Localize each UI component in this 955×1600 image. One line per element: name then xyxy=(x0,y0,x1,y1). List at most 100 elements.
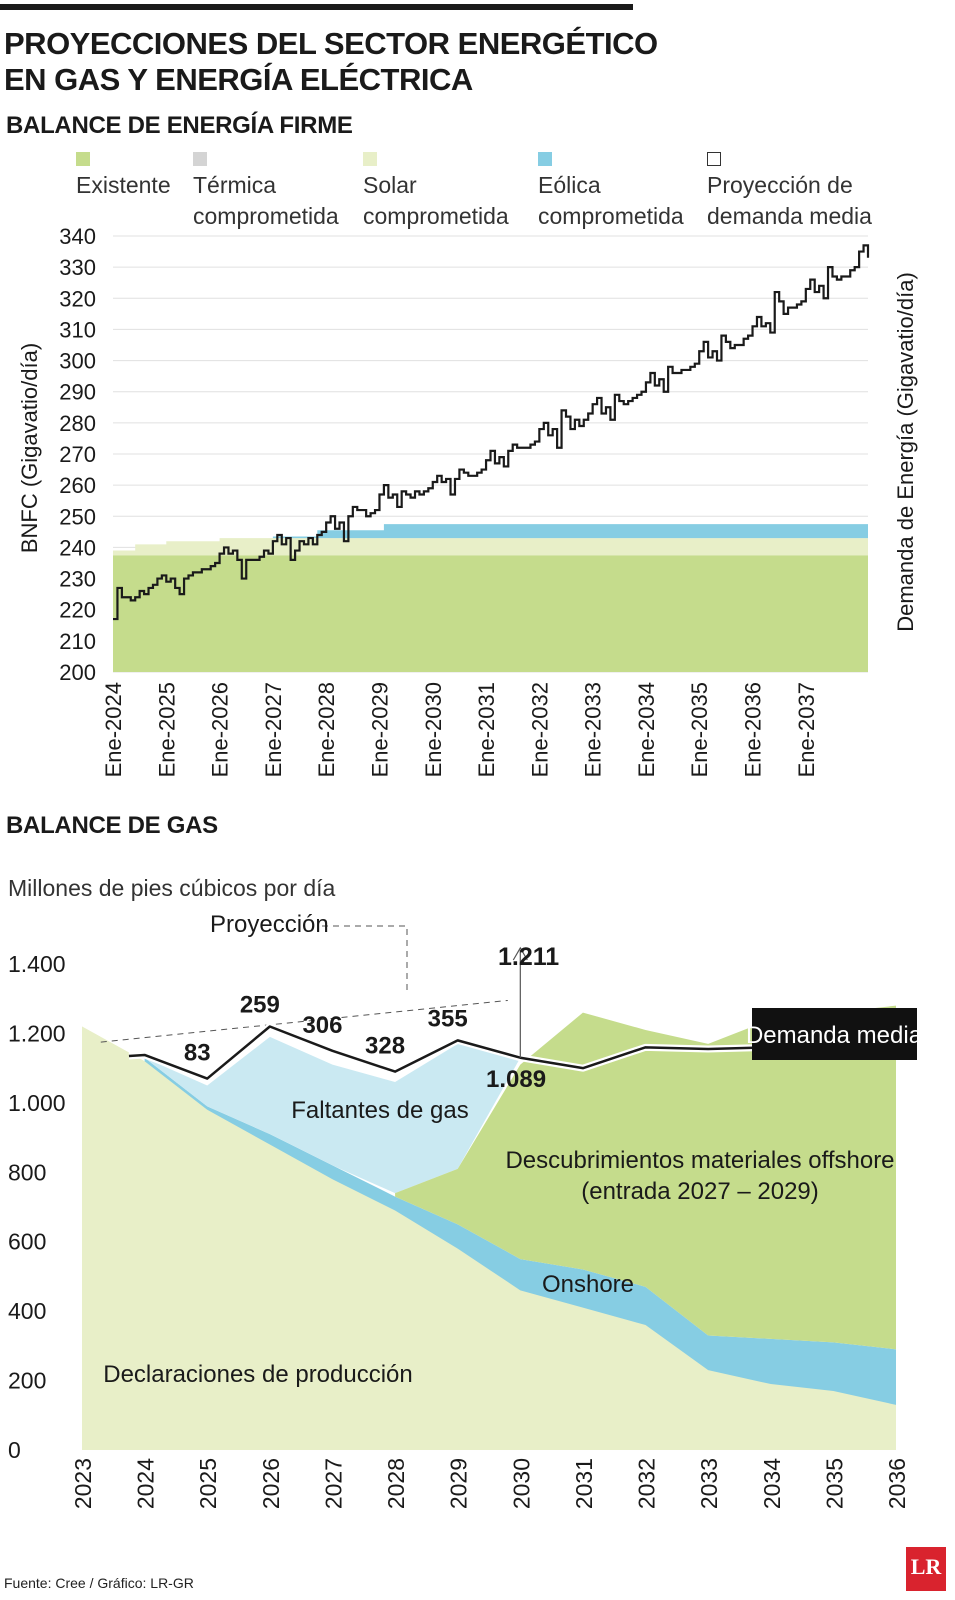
demand-projection-line xyxy=(113,244,870,621)
offshore-label-line-2: (entrada 2027 – 2029) xyxy=(581,1178,819,1205)
energy-x-tick-label: Ene-2029 xyxy=(367,682,392,777)
energy-y-tick-label: 320 xyxy=(59,286,96,311)
gas-x-tick-label: 2025 xyxy=(195,1458,221,1509)
area-eolica xyxy=(113,524,868,551)
legend-swatch-demanda xyxy=(707,152,721,166)
energy-y-tick-label: 220 xyxy=(59,598,96,623)
bottom-value-label: 1.089 xyxy=(486,1066,546,1093)
source-footer: Fuente: Cree / Gráfico: LR-GR xyxy=(4,1575,194,1591)
area-offshore xyxy=(395,1005,896,1350)
energy-y-axis-label: BNFC (Gigavatio/día) xyxy=(17,343,42,553)
legend-swatch-existente xyxy=(76,152,90,166)
energy-y-axis-label-right: Demanda de Energía (Gigavatio/día) xyxy=(893,272,918,632)
demand-media-line xyxy=(128,1025,834,1080)
gas-x-tick-label: 2028 xyxy=(383,1458,409,1509)
gas-x-tick-label: 2027 xyxy=(320,1458,346,1509)
energy-x-tick-label: Ene-2025 xyxy=(154,682,179,777)
energy-y-tick-label: 280 xyxy=(59,411,96,436)
faltantes-label: Faltantes de gas xyxy=(291,1097,468,1124)
projection-dashed-line xyxy=(100,999,508,1043)
energy-y-tick-label: 240 xyxy=(59,535,96,560)
energy-y-tick-label: 330 xyxy=(59,255,96,280)
energy-chart: BNFC (Gigavatio/día) Demanda de Energía … xyxy=(17,224,918,777)
page-title-line-1: PROYECCIONES DEL SECTOR ENERGÉTICO xyxy=(4,26,658,61)
energy-x-tick-label: Ene-2030 xyxy=(421,682,446,777)
area-faltantes xyxy=(144,1036,521,1194)
gas-y-tick-label: 0 xyxy=(8,1437,21,1463)
gas-x-tick-label: 2029 xyxy=(446,1458,472,1509)
energy-chart-title: BALANCE DE ENERGÍA FIRME xyxy=(6,112,353,139)
legend-termica: Térmica comprometida xyxy=(193,152,363,232)
gas-x-tick-label: 2030 xyxy=(508,1458,534,1509)
energy-x-tick-label: Ene-2037 xyxy=(794,682,819,777)
legend-label-eolica: Eólica comprometida xyxy=(538,172,684,229)
gas-x-tick-label: 2031 xyxy=(571,1458,597,1509)
legend-swatch-solar xyxy=(363,152,377,166)
energy-y-tick-label: 210 xyxy=(59,629,96,654)
legend-demanda: Proyección de demanda media xyxy=(707,152,877,232)
lr-logo: LR xyxy=(906,1547,946,1591)
projection-bracket xyxy=(322,925,408,990)
legend-eolica: Eólica comprometida xyxy=(538,152,708,232)
legend-label-termica: Térmica comprometida xyxy=(193,172,339,229)
energy-y-tick-label: 310 xyxy=(59,317,96,342)
area-existente xyxy=(113,555,868,672)
gas-chart-subtitle: Millones de pies cúbicos por día xyxy=(8,875,336,901)
gas-y-tick-label: 1.400 xyxy=(8,951,66,977)
energy-y-tick-label: 340 xyxy=(59,224,96,249)
energy-y-tick-label: 230 xyxy=(59,567,96,592)
top-rule xyxy=(0,4,633,10)
legend-label-existente: Existente xyxy=(76,172,171,198)
area-solar xyxy=(113,538,868,556)
area-declaraciones-overlay xyxy=(82,1026,896,1450)
demanda-media-label: Demanda media xyxy=(746,1022,923,1049)
declaraciones-label: Declaraciones de producción xyxy=(103,1361,413,1388)
legend-solar: Solar comprometida xyxy=(363,152,533,232)
energy-x-tick-label: Ene-2035 xyxy=(687,682,712,777)
legend-swatch-termica xyxy=(193,152,207,166)
gas-y-tick-label: 200 xyxy=(8,1368,46,1394)
gas-x-tick-label: 2036 xyxy=(884,1458,910,1509)
gap-arrow-head xyxy=(512,946,528,961)
page-title-line-2: EN GAS Y ENERGÍA ELÉCTRICA xyxy=(4,62,473,97)
energy-x-tick-label: Ene-2036 xyxy=(741,682,766,777)
legend-label-solar: Solar comprometida xyxy=(363,172,509,229)
page-title: PROYECCIONES DEL SECTOR ENERGÉTICO EN GA… xyxy=(4,26,658,98)
energy-x-tick-label: Ene-2026 xyxy=(208,682,233,777)
energy-y-tick-label: 250 xyxy=(59,504,96,529)
energy-x-tick-label: Ene-2034 xyxy=(634,682,659,777)
gas-x-tick-label: 2032 xyxy=(634,1458,660,1509)
proyeccion-label: Proyección xyxy=(210,911,329,938)
gas-x-tick-label: 2035 xyxy=(821,1458,847,1509)
gas-x-tick-label: 2026 xyxy=(258,1458,284,1509)
legend-swatch-eolica xyxy=(538,152,552,166)
energy-y-tick-label: 270 xyxy=(59,442,96,467)
gas-y-tick-label: 600 xyxy=(8,1229,46,1255)
energy-x-tick-label: Ene-2032 xyxy=(527,682,552,777)
energy-x-tick-label: Ene-2031 xyxy=(474,682,499,777)
gap-value-label: 83 xyxy=(184,1040,211,1067)
gas-chart-title: BALANCE DE GAS xyxy=(6,812,218,839)
gas-x-tick-label: 2023 xyxy=(70,1458,96,1509)
onshore-label: Onshore xyxy=(542,1271,634,1298)
gas-y-tick-label: 400 xyxy=(8,1298,46,1324)
gap-value-label: 259 xyxy=(240,991,280,1018)
gas-y-tick-label: 1.200 xyxy=(8,1020,66,1046)
energy-x-tick-label: Ene-2028 xyxy=(314,682,339,777)
energy-y-tick-label: 200 xyxy=(59,660,96,685)
energy-x-tick-label: Ene-2033 xyxy=(581,682,606,777)
legend-existente: Existente xyxy=(76,152,246,201)
energy-x-tick-label: Ene-2024 xyxy=(101,682,126,777)
gap-value-label: 328 xyxy=(365,1033,405,1060)
gap-value-label: 306 xyxy=(302,1012,342,1039)
energy-y-tick-label: 290 xyxy=(59,380,96,405)
gas-x-tick-label: 2034 xyxy=(759,1458,785,1509)
gas-x-tick-label: 2024 xyxy=(133,1458,159,1509)
top-value-label: 1.211 xyxy=(498,943,559,971)
offshore-label-line-1: Descubrimientos materiales offshore xyxy=(505,1147,894,1174)
energy-y-tick-label: 300 xyxy=(59,349,96,374)
demanda-media-box xyxy=(752,1008,917,1060)
legend-label-demanda: Proyección de demanda media xyxy=(707,172,872,229)
gas-y-tick-label: 1.000 xyxy=(8,1090,66,1116)
